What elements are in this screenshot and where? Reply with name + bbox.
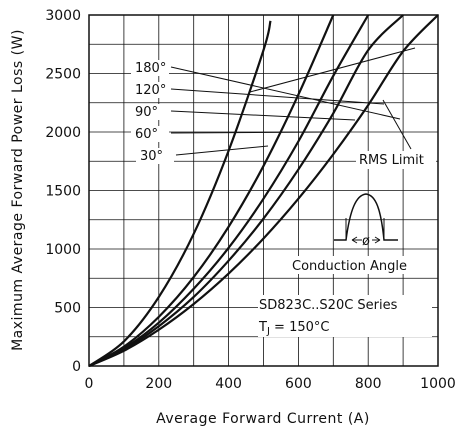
rms-limit-label: RMS Limit (359, 153, 424, 168)
y-tick-label: 1500 (45, 184, 81, 200)
curve-60-deg (88, 14, 335, 367)
x-tick-label: 200 (145, 376, 172, 392)
y-tick-label: 2000 (45, 125, 81, 141)
y-tick-label: 500 (54, 301, 81, 317)
leader-line-60-deg (170, 131, 331, 134)
x-tick-label: 600 (285, 376, 312, 392)
curve-90-deg (88, 14, 370, 367)
y-axis-label: Maximum Average Forward Power Loss (W) (10, 29, 26, 351)
curves (88, 14, 439, 368)
curve-120-deg (88, 14, 404, 367)
series-label-90-deg: 90° (135, 105, 158, 120)
y-tick-label: 1000 (45, 242, 81, 258)
y-tick-label: 2500 (45, 67, 81, 83)
tj-label: TJ = 150°C (258, 320, 329, 337)
leader-line-30-deg (175, 145, 269, 156)
series-label-60-deg: 60° (135, 127, 158, 142)
phi-symbol: ø (362, 234, 370, 249)
rms-limit-leader (382, 99, 412, 150)
x-tick-labels: 0 200 400 600 800 1000 (85, 376, 456, 392)
series-label-180-deg: 180° (135, 61, 166, 76)
series-name-label: SD823C..S20C Series (259, 298, 398, 313)
x-axis-label: Average Forward Current (A) (156, 411, 370, 427)
y-tick-label: 0 (72, 359, 81, 375)
curve-30-deg (88, 20, 272, 367)
series-labels: 180° 120° 90° 60° 30° (131, 60, 174, 164)
leader-line-120-deg (170, 88, 385, 105)
series-label-30-deg: 30° (140, 149, 163, 164)
curve-180-deg (88, 14, 439, 368)
x-tick-label: 400 (215, 376, 242, 392)
x-tick-label: 800 (355, 376, 382, 392)
series-label-120-deg: 120° (135, 83, 166, 98)
conduction-angle-inset: ø Conduction Angle (287, 193, 433, 274)
conduction-angle-label: Conduction Angle (292, 259, 407, 274)
plot-frame (88, 14, 439, 367)
x-tick-label: 0 (85, 376, 94, 392)
rms-limit-arrow (249, 47, 416, 93)
leader-lines (170, 47, 416, 156)
leader-line-180-deg (170, 66, 401, 120)
leader-line-90-deg (170, 110, 356, 121)
x-tick-label: 1000 (420, 376, 456, 392)
y-tick-label: 3000 (45, 8, 81, 24)
y-tick-labels: 0 500 1000 1500 2000 2500 3000 (45, 8, 81, 375)
